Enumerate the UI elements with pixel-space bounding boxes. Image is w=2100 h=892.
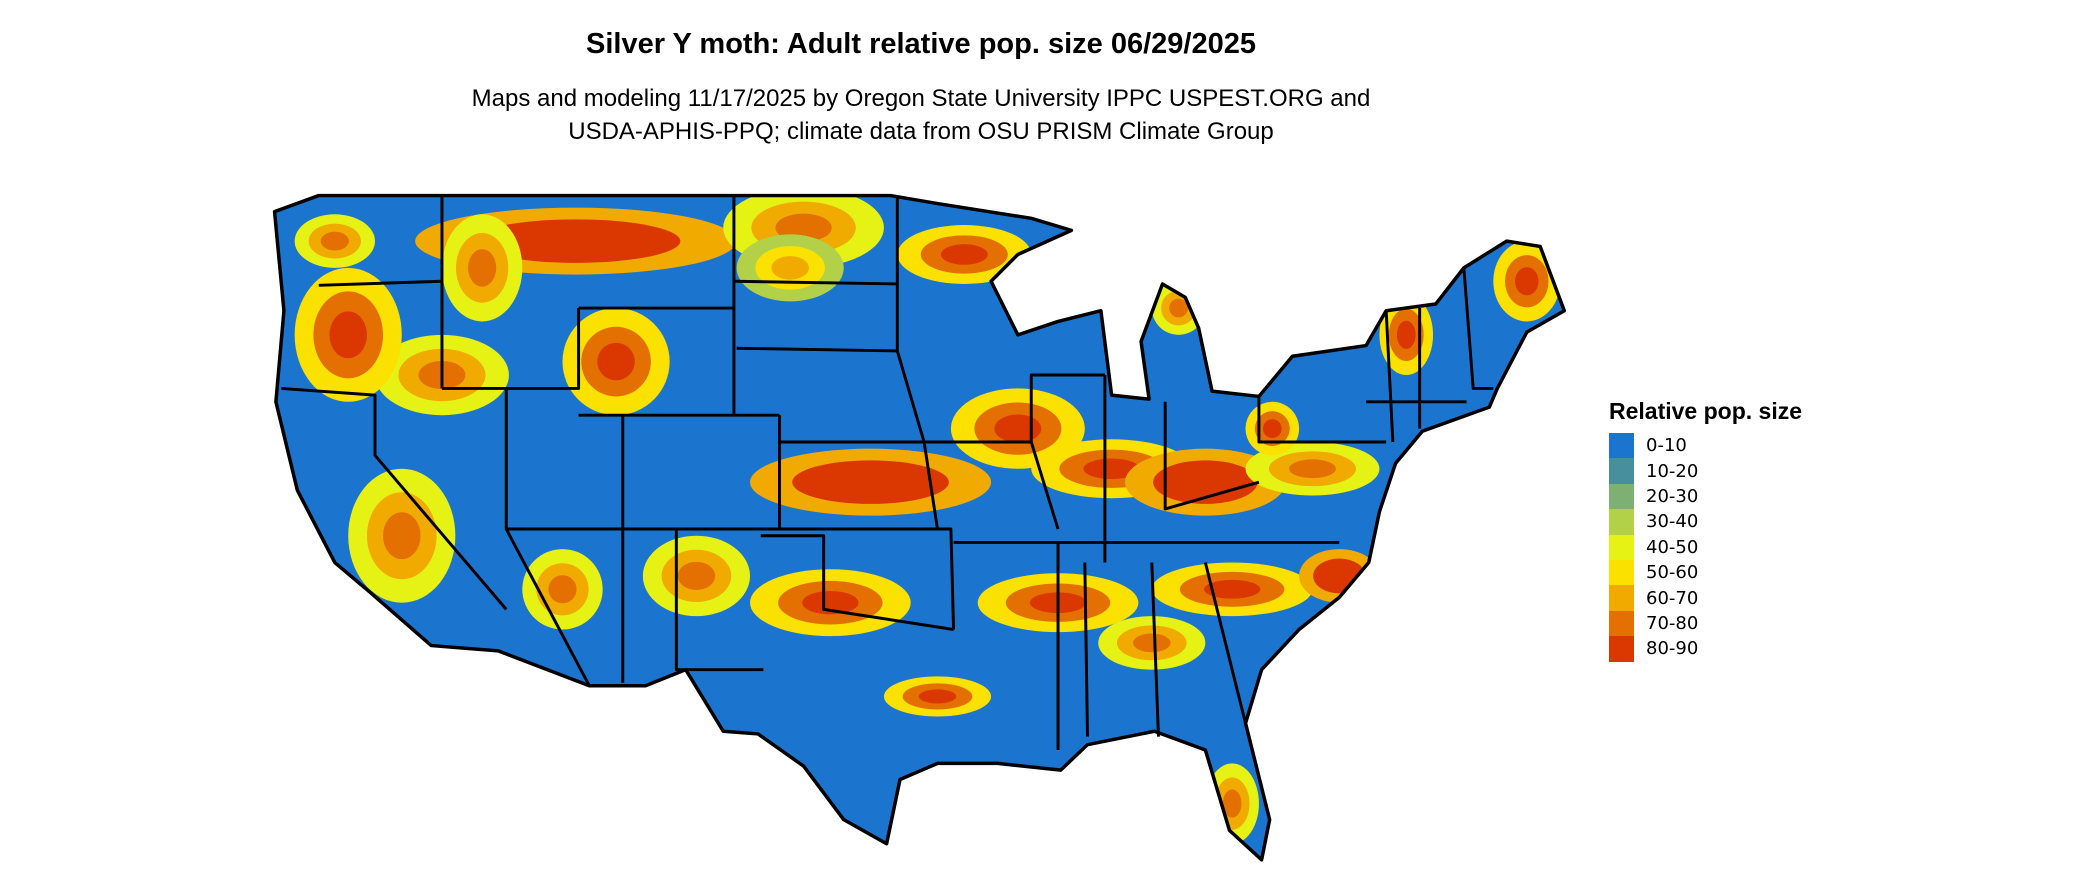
legend-item: 0-10	[1609, 433, 1802, 459]
hotspot	[1083, 458, 1140, 480]
legend-item: 30-40	[1609, 509, 1802, 535]
state-border	[1029, 373, 1105, 442]
legend-label: 30-40	[1646, 511, 1699, 533]
hotspot	[548, 575, 577, 604]
legend-label: 40-50	[1646, 536, 1699, 558]
hotspot	[468, 249, 497, 287]
hotspot	[802, 590, 859, 615]
hotspot	[940, 244, 988, 265]
hotspot	[1133, 633, 1171, 653]
legend-swatch	[1609, 610, 1634, 637]
hotspot	[1222, 789, 1242, 818]
legend-swatch	[1609, 483, 1634, 510]
hotspot	[994, 414, 1042, 443]
legend-swatch	[1609, 534, 1634, 560]
state-border	[674, 529, 764, 672]
legend-label: 10-20	[1646, 460, 1699, 482]
state-border	[779, 527, 956, 630]
state-border	[1384, 310, 1395, 443]
legend-swatch	[1609, 559, 1634, 586]
hotspot	[828, 470, 913, 494]
state-border	[506, 527, 625, 684]
hotspot	[1515, 267, 1539, 296]
state-border	[733, 279, 898, 286]
state-border	[760, 534, 954, 631]
hotspot	[1052, 271, 1091, 291]
hotspot	[1262, 419, 1282, 438]
hotspot	[329, 311, 367, 359]
legend-label: 60-70	[1646, 587, 1699, 609]
hotspot	[1169, 298, 1188, 318]
map-title: Silver Y moth: Adult relative pop. size …	[586, 28, 1256, 60]
legend-title: Relative pop. size	[1609, 398, 1803, 424]
legend-item: 70-80	[1609, 610, 1802, 637]
legend-swatch	[1609, 458, 1634, 484]
state-border	[441, 308, 581, 390]
state-border	[1257, 396, 1387, 444]
hotspot	[1036, 263, 1107, 299]
hotspot	[597, 342, 635, 381]
hotspot	[1396, 320, 1416, 349]
state-border	[578, 195, 736, 310]
legend-item: 50-60	[1609, 559, 1802, 586]
legend-label: 50-60	[1646, 562, 1699, 584]
state-border	[895, 195, 939, 530]
us-outline	[272, 193, 1567, 862]
state-border	[281, 386, 508, 611]
legend: Relative pop. size 0-10 10-20 20-30 30-40 40…	[1609, 398, 1802, 662]
state-border	[1150, 562, 1160, 737]
legend-item: 20-30	[1609, 483, 1802, 510]
legend-label: 0-10	[1646, 435, 1687, 457]
legend-swatch	[1609, 433, 1634, 459]
legend-swatch	[1609, 585, 1634, 611]
state-border	[1083, 562, 1089, 737]
hotspot	[1177, 470, 1234, 494]
legend-item: 60-70	[1609, 585, 1802, 611]
legend-swatch	[1609, 636, 1634, 662]
hotspot	[1204, 579, 1261, 599]
legend-item: 40-50	[1609, 534, 1802, 560]
legend-label: 70-80	[1646, 612, 1699, 634]
map-subtitle-line-1: Maps and modeling 11/17/2025 by Oregon S…	[471, 85, 1371, 112]
state-border	[318, 279, 443, 287]
state-border	[1163, 401, 1260, 511]
legend-label: 20-30	[1646, 485, 1699, 507]
hotspot	[383, 512, 421, 560]
hotspot	[1289, 459, 1336, 479]
state-border	[1203, 562, 1247, 724]
hotspot	[320, 231, 349, 251]
map-subtitle-line-2: USDA-APHIS-PPQ; climate data from OSU PR…	[568, 118, 1274, 145]
hotspot	[918, 689, 957, 704]
state-border	[1462, 267, 1494, 390]
legend-item: 80-90	[1609, 636, 1802, 662]
hotspot	[519, 229, 633, 253]
state-border	[736, 346, 898, 353]
hotspot	[677, 561, 716, 590]
hotspot	[771, 256, 809, 280]
hotspot	[1017, 254, 1125, 309]
hotspot	[1325, 566, 1354, 586]
legend-item: 10-20	[1609, 458, 1802, 484]
state-border	[621, 415, 781, 531]
state-borders	[281, 195, 1494, 751]
legend-swatch	[1609, 509, 1634, 535]
legend-label: 80-90	[1646, 638, 1699, 660]
